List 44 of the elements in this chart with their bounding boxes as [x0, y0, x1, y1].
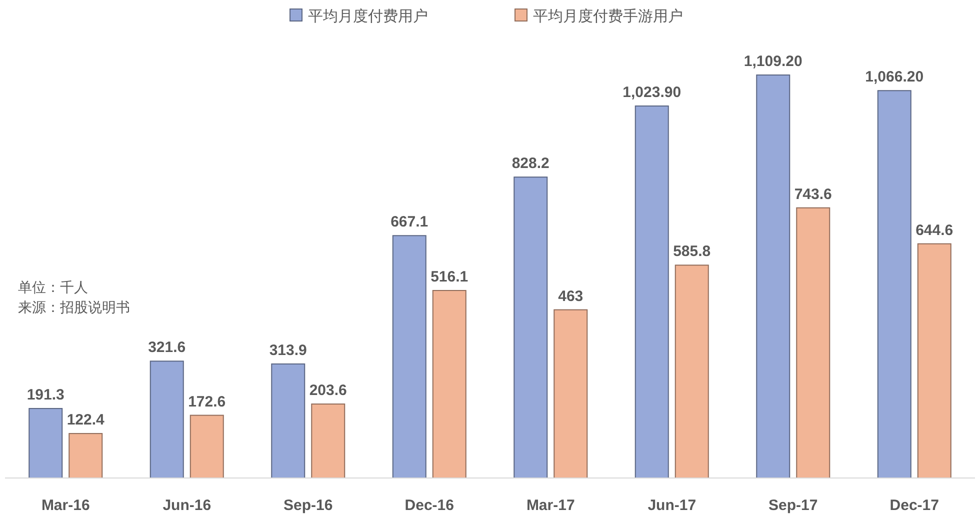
data-label: 644.6 [916, 222, 954, 239]
data-label: 191.3 [26, 386, 64, 404]
x-tick-label: Mar-17 [526, 497, 575, 514]
bar [917, 243, 952, 478]
data-label: 1,023.90 [622, 84, 682, 101]
data-label: 1,109.20 [744, 53, 802, 70]
bar [432, 290, 466, 478]
bar [796, 207, 830, 478]
legend-label: 平均月度付费手游用户 [533, 8, 683, 25]
x-tick-label: Mar-16 [41, 497, 90, 514]
data-label: 1,066.20 [865, 68, 924, 86]
bar [392, 235, 426, 478]
data-label: 203.6 [309, 382, 347, 400]
legend-label: 平均月度付费用户 [308, 8, 428, 25]
x-tick-label: Dec-16 [404, 497, 454, 514]
bar [514, 176, 548, 478]
data-label: 321.6 [148, 339, 186, 356]
bar [311, 404, 346, 478]
data-label: 313.9 [269, 342, 307, 359]
x-tick-label: Jun-16 [162, 497, 212, 514]
bar [877, 90, 912, 478]
data-label: 828.2 [512, 155, 550, 172]
annotation: 单位：千人 [18, 279, 88, 295]
data-label: 463 [558, 288, 584, 305]
bar [271, 363, 306, 478]
bar [28, 408, 63, 478]
data-label: 172.6 [188, 393, 226, 410]
x-tick-label: Dec-17 [890, 497, 939, 514]
bar [554, 309, 588, 478]
data-label: 516.1 [430, 268, 468, 286]
bar [756, 74, 790, 478]
bar [634, 105, 669, 478]
x-tick-label: Sep-17 [768, 497, 818, 514]
bar [68, 433, 103, 478]
data-label: 667.1 [390, 214, 428, 231]
x-tick-label: Sep-16 [284, 497, 333, 514]
x-tick-label: Jun-17 [648, 497, 696, 514]
bar [674, 264, 709, 478]
bar [150, 360, 184, 478]
data-label: 743.6 [794, 186, 832, 203]
data-label: 122.4 [66, 412, 106, 429]
annotation: 来源：招股说明书 [18, 299, 130, 315]
data-label: 585.8 [673, 243, 711, 260]
bar [190, 414, 224, 478]
